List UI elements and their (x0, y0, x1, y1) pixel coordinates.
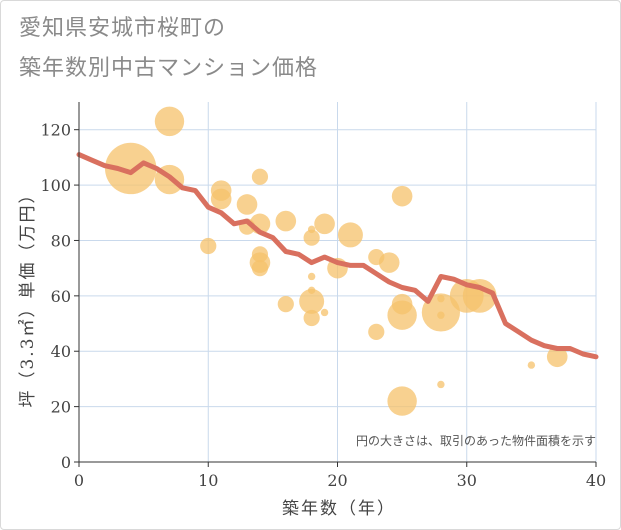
y-tick-label: 120 (40, 121, 71, 140)
bubble (527, 361, 536, 369)
bubble (387, 300, 417, 330)
x-axis-label: 築年数（年） (282, 499, 396, 519)
bubble-size-note: 円の大きさは、取引のあった物件面積を示す (356, 433, 596, 448)
bubble (314, 213, 335, 235)
bubble (337, 222, 363, 248)
x-tick-label: 0 (74, 471, 84, 490)
bubble (546, 346, 568, 368)
bubble (200, 237, 217, 255)
bubble (251, 168, 269, 185)
chart-title-line-2: 築年数別中古マンション価格 (19, 56, 319, 81)
bubble (368, 323, 385, 340)
x-tick-label: 20 (327, 471, 347, 490)
x-tick-label: 10 (198, 471, 218, 490)
bubble (437, 380, 445, 389)
bubble (299, 288, 325, 314)
bubble (251, 260, 269, 277)
bubble (277, 296, 294, 313)
bubble (387, 386, 417, 416)
bubble (307, 272, 316, 281)
bubble (303, 309, 320, 327)
bubble (391, 185, 413, 207)
grid-lines (79, 102, 597, 462)
axes: 0 10 20 30 40 0 20 40 60 80 100 120 (40, 102, 606, 490)
bubble (210, 188, 232, 210)
average-price-line (76, 152, 599, 360)
bubble (105, 142, 157, 195)
y-tick-label: 100 (40, 176, 71, 195)
bubble (154, 106, 185, 137)
y-tick-label: 40 (51, 342, 71, 361)
bubble (236, 194, 258, 215)
x-tick-label: 40 (586, 471, 606, 490)
bubble (320, 308, 329, 317)
y-tick-label: 20 (51, 398, 71, 417)
y-tick-label: 60 (51, 287, 71, 306)
bubble (437, 311, 445, 319)
y-tick-label: 0 (61, 453, 71, 472)
bubble (378, 252, 400, 273)
y-tick-label: 80 (51, 231, 71, 250)
y-axis-label: 坪（3.3㎡）単価（万円） (18, 184, 38, 407)
bubble (275, 210, 297, 232)
chart-title-line-1: 愛知県安城市桜町の (19, 16, 227, 41)
bubble (303, 229, 320, 246)
x-tick-label: 30 (457, 471, 477, 490)
average-price-line-layer (76, 152, 599, 360)
